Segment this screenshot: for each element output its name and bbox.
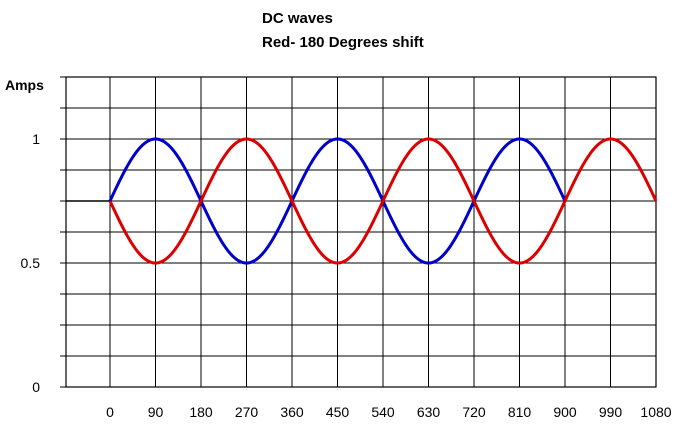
chart-subtitle: Red- 180 Degrees shift (262, 34, 424, 51)
x-tick-label: 990 (599, 404, 623, 420)
x-tick-label: 540 (371, 404, 395, 420)
x-tick-label: 900 (553, 404, 577, 420)
red-wave-line (108, 137, 658, 265)
series-group (66, 137, 658, 265)
tick-labels: 0 90 180 270 360 450 540 630 720 810 900 990 1080 0 0.… (21, 131, 672, 420)
y-tick-label: 1 (32, 131, 40, 147)
y-tick-label: 0.5 (21, 255, 41, 271)
x-tick-label: 90 (148, 404, 164, 420)
x-tick-label: 450 (326, 404, 350, 420)
x-tick-label: 630 (417, 404, 441, 420)
x-tick-label: 270 (235, 404, 259, 420)
grid-lines (60, 76, 657, 388)
blue-wave-line (108, 137, 567, 265)
y-tick-label: 0 (32, 379, 40, 395)
chart-title: DC waves (262, 10, 333, 27)
x-tick-label: 180 (189, 404, 213, 420)
x-tick-label: 1080 (640, 404, 671, 420)
x-tick-label: 360 (280, 404, 304, 420)
x-tick-label: 720 (462, 404, 486, 420)
x-tick-label: 0 (106, 404, 114, 420)
x-tick-label: 810 (508, 404, 532, 420)
y-axis-label: Amps (5, 77, 44, 93)
